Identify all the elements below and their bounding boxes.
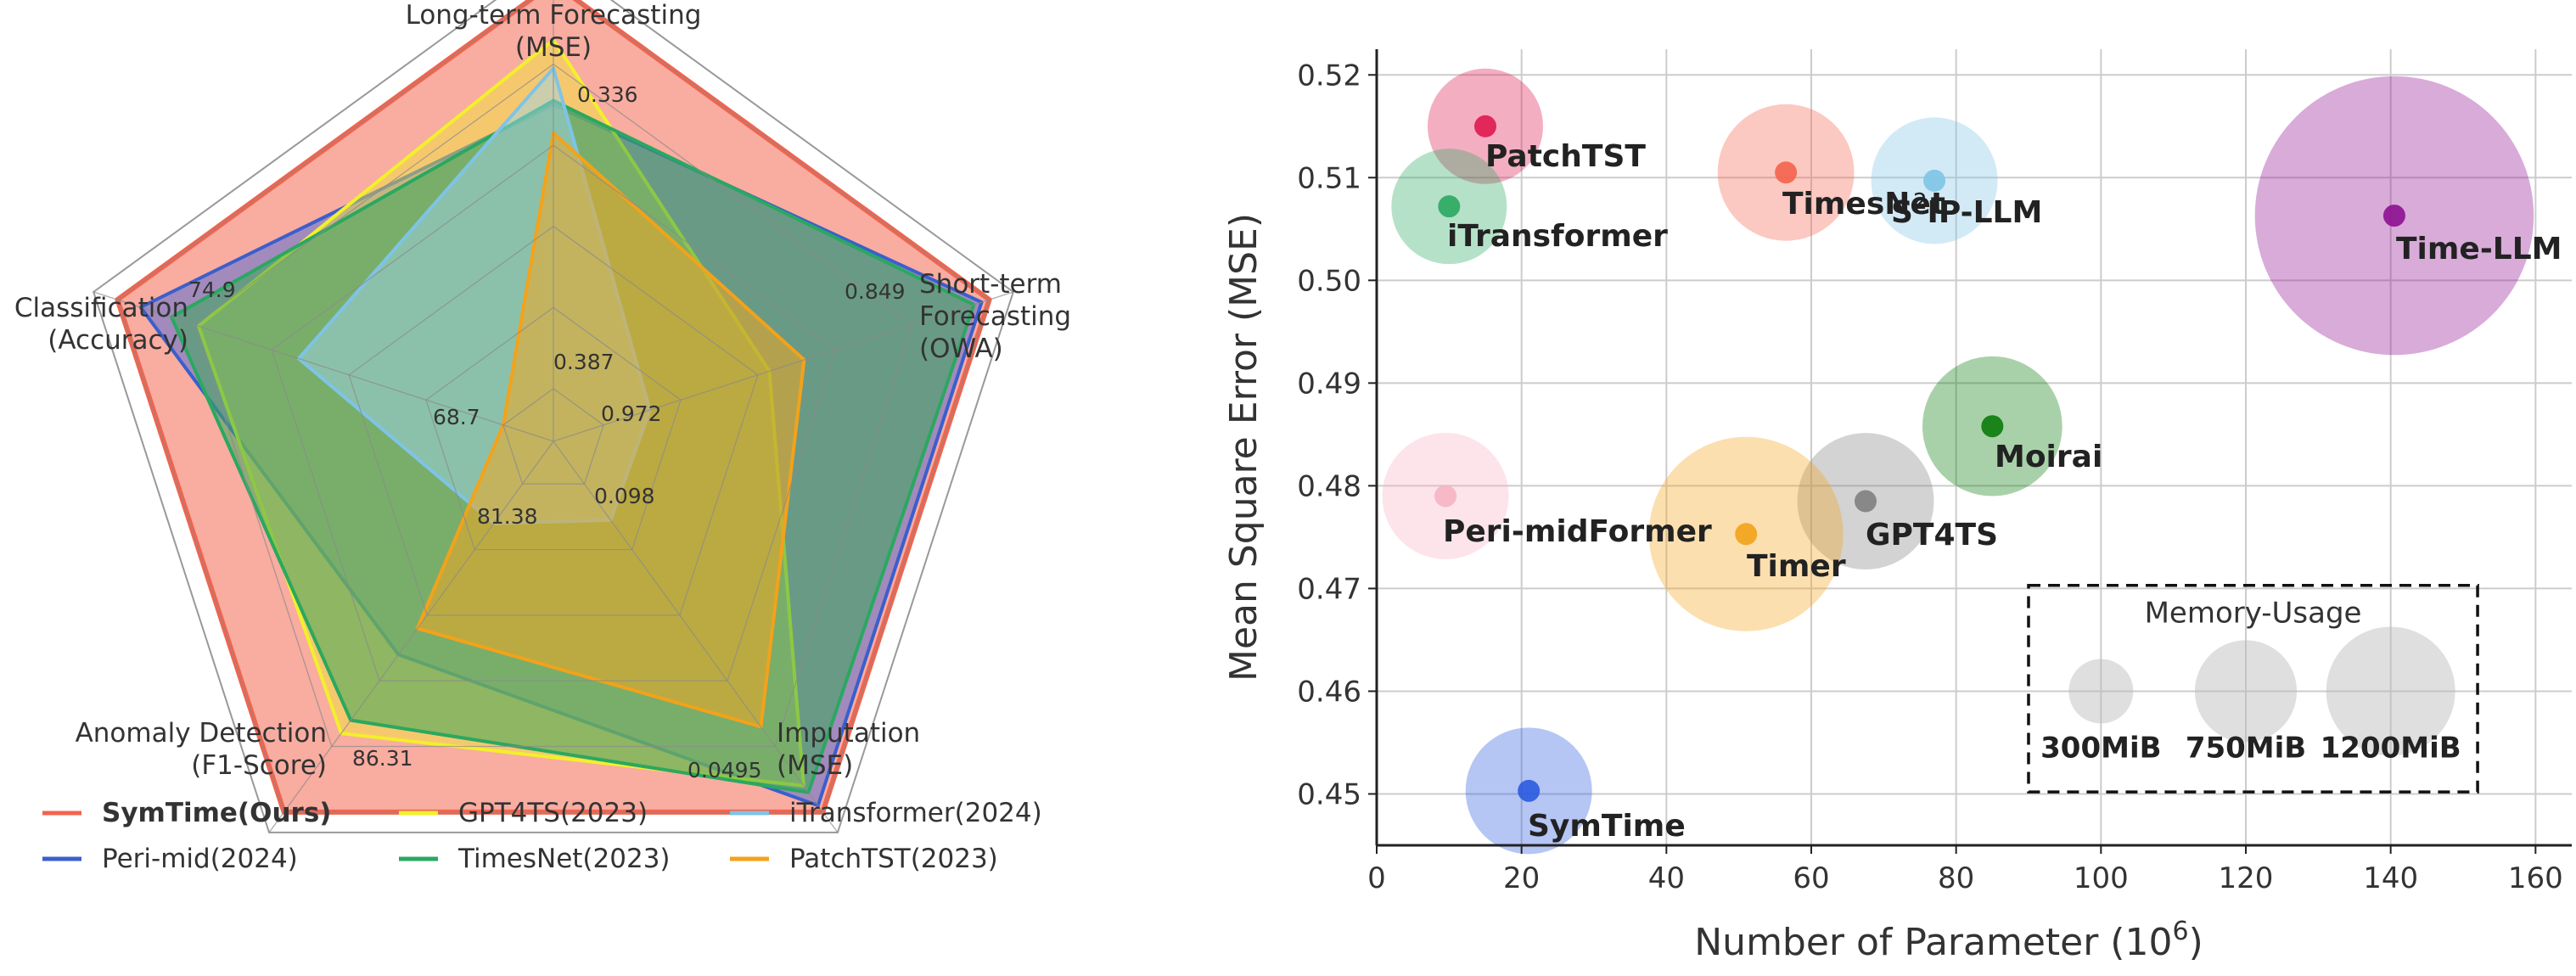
radar-spoke [93, 291, 554, 442]
y-tick-label: 0.49 [1297, 367, 1361, 401]
radar-max-label: 0.0495 [687, 758, 761, 782]
bubble-center [1518, 779, 1541, 802]
bubble-center [2382, 205, 2405, 227]
x-tick-label: 20 [1503, 861, 1540, 895]
bubble-label: S2IP-LLM [1891, 189, 2042, 230]
radar-grid-ring [271, 144, 836, 682]
radar-grid-ring [502, 388, 604, 485]
radar-axis-label: (MSE) [777, 750, 853, 781]
radar-spoke [553, 440, 839, 833]
bubble-center [1434, 485, 1457, 508]
radar-grid-ring [194, 63, 913, 748]
y-axis-title: Mean Square Error (MSE) [1222, 213, 1266, 682]
legend-label: iTransformer(2024) [789, 798, 1042, 828]
radar-axis-label: Classification [14, 293, 188, 323]
bubble-center [1735, 523, 1758, 546]
bubble-label: Peri-midFormer [1443, 514, 1712, 549]
memory-legend-bubble [2068, 659, 2134, 724]
bubble-label: GPT4TS [1866, 518, 1998, 553]
radar-min-label: 0.387 [553, 350, 615, 374]
radar-min-label: 68.7 [433, 405, 480, 429]
memory-legend-label: 1200MiB [2321, 731, 2461, 765]
x-axis-title: Number of Parameter (106) [1694, 917, 2203, 964]
bubble-label: TimesNet [1782, 187, 1945, 222]
y-tick-label: 0.51 [1297, 161, 1361, 195]
bubble-label: Moirai [1995, 440, 2102, 474]
bubble-center [1923, 169, 1946, 192]
radar-axis-label: Forecasting [919, 301, 1071, 332]
radar-grid-ring [425, 306, 682, 551]
x-tick-label: 60 [1793, 861, 1829, 895]
memory-legend-bubble [2194, 640, 2298, 743]
legend-label: TimesNet(2023) [457, 844, 671, 874]
x-tick-label: 80 [1938, 861, 1974, 895]
radar-grid-ring [116, 0, 991, 813]
bubble-label: iTransformer [1447, 219, 1668, 254]
radar-max-label: 86.31 [352, 746, 413, 771]
x-tick-label: 40 [1648, 861, 1685, 895]
y-tick-label: 0.50 [1297, 264, 1361, 298]
radar-chart: Long-term Forecasting(MSE)Short-termFore… [14, 0, 1071, 874]
radar-grid-ring [348, 225, 759, 616]
x-tick-label: 140 [2363, 861, 2418, 895]
memory-legend-bubble [2326, 626, 2455, 756]
bubble-label: SymTime [1528, 809, 1686, 844]
radar-min-label: 81.38 [477, 504, 538, 529]
bubble-label: PatchTST [1485, 139, 1646, 174]
radar-frame [93, 0, 1014, 833]
radar-axis-label: Short-term [919, 269, 1062, 300]
memory-legend-label: 750MiB [2186, 731, 2306, 765]
memory-legend-box [2027, 584, 2479, 794]
legend-label: Peri-mid(2024) [102, 844, 298, 874]
radar-min-label: 0.098 [594, 484, 655, 508]
radar-max-label: 0.336 [577, 82, 638, 107]
bubble-label: Time-LLM [2396, 232, 2562, 266]
x-tick-label: 160 [2508, 861, 2563, 895]
radar-spoke [268, 440, 554, 833]
radar-axis-label: Long-term Forecasting [406, 0, 702, 31]
y-tick-label: 0.47 [1297, 572, 1361, 606]
x-tick-label: 0 [1367, 861, 1386, 895]
y-tick-label: 0.48 [1297, 469, 1361, 503]
bubble-label: Timer [1747, 549, 1846, 584]
radar-spoke [553, 291, 1014, 442]
bubble-center [1981, 415, 2004, 438]
radar-series-5 [415, 131, 806, 729]
y-tick-label: 0.46 [1297, 675, 1361, 709]
bubble-center [1474, 115, 1496, 137]
radar-axis-label: (F1-Score) [191, 750, 327, 781]
radar-max-label: 74.9 [188, 278, 236, 302]
radar-axis-label: (MSE) [515, 32, 592, 63]
radar-axis-label: (Accuracy) [48, 325, 188, 356]
radar-min-label: 0.972 [601, 401, 662, 426]
x-tick-label: 120 [2219, 861, 2274, 895]
memory-legend-label: 300MiB [2040, 731, 2161, 765]
bubble-center [1438, 195, 1461, 218]
bubble-center [1855, 490, 1877, 513]
bubble-center [1775, 161, 1798, 184]
radar-axis-label: Imputation [777, 718, 920, 749]
radar-axis-label: (OWA) [919, 334, 1003, 364]
legend-label: GPT4TS(2023) [458, 798, 648, 828]
legend-label: PatchTST(2023) [789, 844, 998, 874]
radar-max-label: 0.849 [845, 279, 906, 304]
y-tick-label: 0.52 [1297, 59, 1361, 93]
y-tick-label: 0.45 [1297, 777, 1361, 811]
legend-label: SymTime(Ours) [102, 798, 331, 828]
radar-axis-label: Anomaly Detection [76, 718, 327, 749]
memory-legend-title: Memory-Usage [2145, 596, 2362, 630]
x-tick-label: 100 [2074, 861, 2129, 895]
